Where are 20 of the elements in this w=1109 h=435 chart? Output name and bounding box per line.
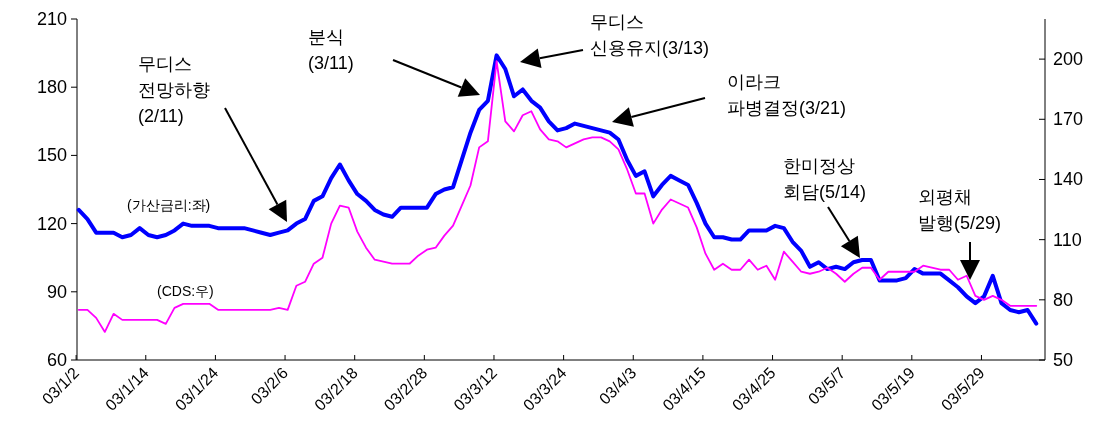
y2-tick-label: 50 — [1053, 350, 1074, 370]
y-tick-label: 60 — [46, 350, 67, 370]
annotation: 무디스 전망하향 (2/11) — [138, 54, 210, 126]
annotation: 무디스 신용유지(3/13) — [590, 12, 710, 58]
annotation: 한미정상 회담(5/14) — [783, 156, 867, 202]
annotation: 외평채 발행(5/29) — [918, 187, 1002, 233]
y-tick-label: 150 — [36, 145, 67, 166]
series-label: (CDS:우) — [157, 283, 214, 299]
y2-tick-label: 110 — [1053, 229, 1082, 250]
y2-tick-label: 80 — [1053, 289, 1074, 310]
series-label: (가산금리:좌) — [127, 197, 211, 213]
y-tick-label: 210 — [36, 9, 67, 29]
y-tick-label: 180 — [36, 77, 67, 98]
annotation: 분식 (3/11) — [308, 27, 354, 73]
y2-tick-label: 170 — [1053, 109, 1084, 130]
y2-tick-label: 140 — [1053, 169, 1084, 190]
annotation: 이라크 파병결정(3/21) — [727, 72, 847, 118]
y-tick-label: 90 — [46, 281, 67, 302]
y2-tick-label: 200 — [1053, 49, 1084, 70]
y-tick-label: 120 — [36, 213, 67, 234]
